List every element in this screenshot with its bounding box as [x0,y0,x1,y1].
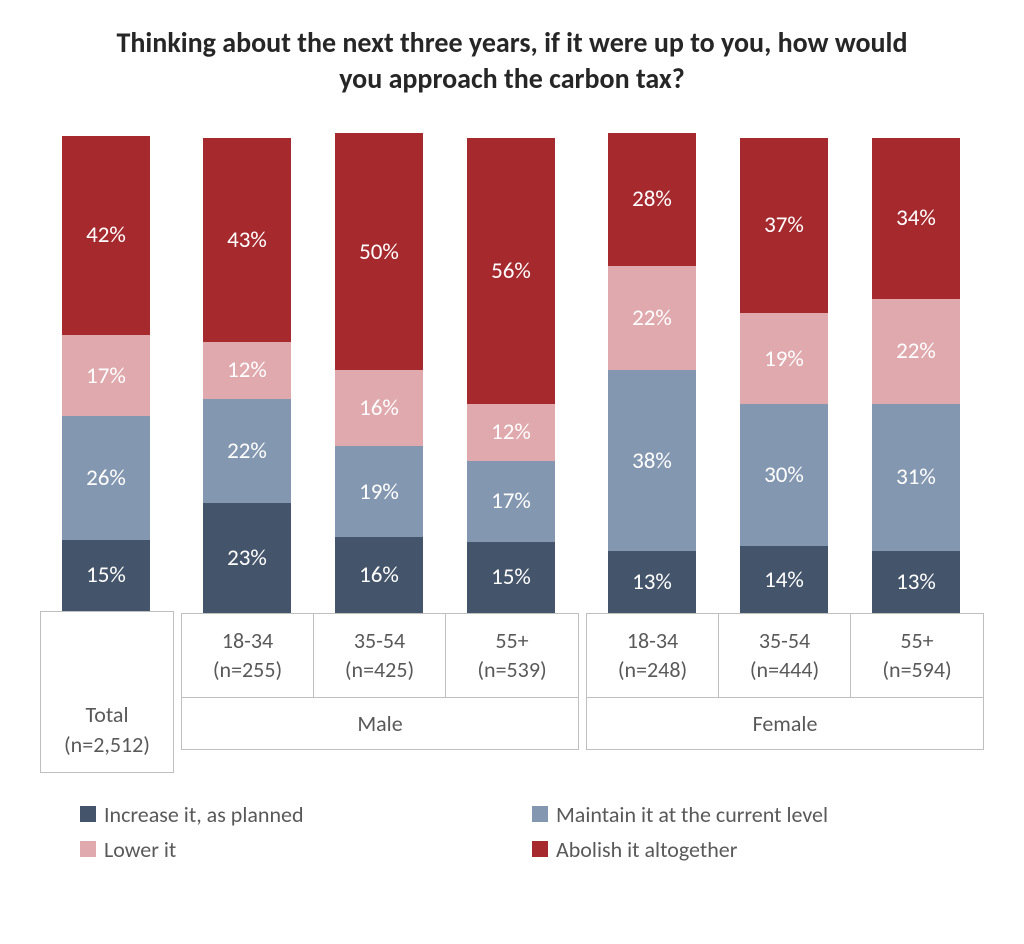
bar-row: 13%38%22%28%14%30%19%37%13%31%22%34% [586,133,984,613]
bar-segment-increase: 15% [467,542,555,613]
legend-item-abolish: Abolish it altogether [532,836,984,863]
stacked-bar: 15%26%17%42% [62,136,150,611]
bar-segment-maintain: 17% [467,461,555,542]
total-label: Total(n=2,512) [41,612,173,772]
bar-segment-increase: 13% [608,551,696,613]
bar-cell: 13%31%22%34% [850,133,982,613]
gender-label: Male [182,697,578,749]
bar-segment-abolish: 28% [608,133,696,266]
stacked-bar: 15%17%12%56% [467,138,555,613]
stacked-bar: 14%30%19%37% [740,138,828,613]
legend-item-lower: Lower it [80,836,532,863]
legend-swatch [80,841,96,857]
bar-cell: 15%26%17%42% [40,133,172,611]
age-label: 18-34(n=248) [587,614,719,697]
axis-group: 18-34(n=255)35-54(n=425)55+(n=539)Male [182,614,578,749]
chart-title: Thinking about the next three years, if … [40,25,984,98]
bar-row: 15%26%17%42% [40,133,174,611]
bar-segment-maintain: 19% [335,446,423,536]
bar-group: 23%22%12%43%16%19%16%50%15%17%12%56%18-3… [181,133,579,773]
bar-segment-lower: 22% [608,266,696,371]
bar-cell: 15%17%12%56% [445,133,577,613]
chart-area: 15%26%17%42%Total(n=2,512)23%22%12%43%16… [40,133,984,773]
age-label: 55+(n=594) [851,614,983,697]
bar-segment-lower: 12% [203,342,291,399]
stacked-bar: 16%19%16%50% [335,133,423,613]
bar-segment-increase: 14% [740,546,828,613]
bar-segment-abolish: 37% [740,138,828,314]
axis-labels: 18-34(n=248)35-54(n=444)55+(n=594)Female [586,613,984,750]
age-row: 18-34(n=248)35-54(n=444)55+(n=594) [587,614,983,697]
bar-segment-maintain: 26% [62,416,150,540]
axis-labels: 18-34(n=255)35-54(n=425)55+(n=539)Male [181,613,579,750]
bar-cell: 14%30%19%37% [718,133,850,613]
legend-swatch [532,806,548,822]
bar-segment-lower: 19% [740,313,828,403]
legend-label: Increase it, as planned [104,801,304,828]
bar-cell: 13%38%22%28% [586,133,718,613]
axis-labels: Total(n=2,512) [40,611,174,773]
bar-segment-abolish: 42% [62,136,150,336]
bar-segment-maintain: 30% [740,404,828,547]
bar-segment-maintain: 22% [203,399,291,504]
stacked-bar: 13%38%22%28% [608,133,696,613]
bar-segment-increase: 13% [872,551,960,613]
stacked-bar: 13%31%22%34% [872,138,960,613]
bar-segment-lower: 17% [62,335,150,416]
axis-group: 18-34(n=248)35-54(n=444)55+(n=594)Female [587,614,983,749]
age-label: 18-34(n=255) [182,614,314,697]
bar-segment-lower: 12% [467,404,555,461]
legend: Increase it, as planned Maintain it at th… [40,801,984,863]
bar-segment-maintain: 31% [872,404,960,551]
bar-segment-lower: 16% [335,370,423,446]
bar-segment-maintain: 38% [608,370,696,551]
bar-segment-abolish: 34% [872,138,960,300]
bar-segment-increase: 23% [203,503,291,612]
legend-item-increase: Increase it, as planned [80,801,532,828]
bar-row: 23%22%12%43%16%19%16%50%15%17%12%56% [181,133,579,613]
legend-label: Maintain it at the current level [556,801,828,828]
bar-segment-abolish: 56% [467,138,555,404]
bar-segment-increase: 16% [335,537,423,613]
legend-label: Abolish it altogether [556,836,737,863]
bar-segment-abolish: 50% [335,133,423,371]
age-label: 35-54(n=425) [314,614,446,697]
bar-segment-increase: 15% [62,540,150,611]
bar-segment-abolish: 43% [203,138,291,342]
bar-group: 15%26%17%42%Total(n=2,512) [40,133,174,773]
gender-label: Female [587,697,983,749]
legend-swatch [80,806,96,822]
stacked-bar: 23%22%12%43% [203,138,291,613]
legend-label: Lower it [104,836,176,863]
legend-swatch [532,841,548,857]
age-row: 18-34(n=255)35-54(n=425)55+(n=539) [182,614,578,697]
age-label: 35-54(n=444) [719,614,851,697]
bar-cell: 23%22%12%43% [181,133,313,613]
bar-segment-lower: 22% [872,299,960,404]
bar-cell: 16%19%16%50% [313,133,445,613]
age-label: 55+(n=539) [446,614,578,697]
legend-item-maintain: Maintain it at the current level [532,801,984,828]
bar-group: 13%38%22%28%14%30%19%37%13%31%22%34%18-3… [586,133,984,773]
